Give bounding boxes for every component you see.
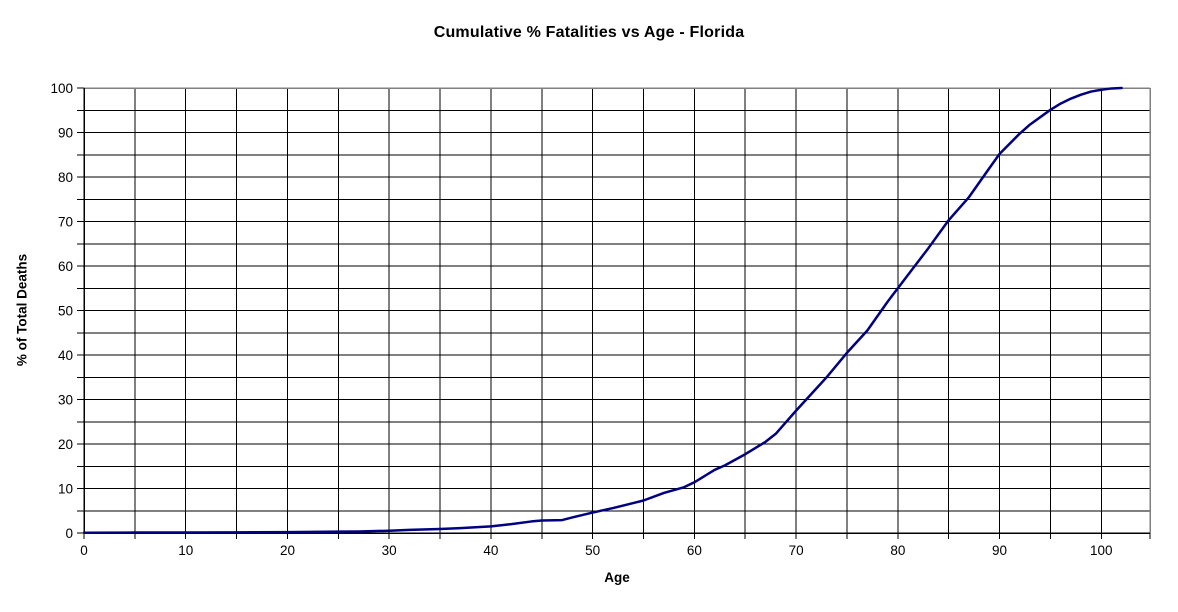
y-tick-label: 50 [58, 304, 73, 319]
x-tick-label: 100 [1090, 543, 1113, 558]
x-tick-label: 90 [992, 543, 1007, 558]
y-tick-label: 0 [65, 526, 73, 541]
x-tick-label: 10 [178, 543, 193, 558]
y-tick-label: 30 [58, 393, 73, 408]
x-tick-label: 40 [483, 543, 498, 558]
x-tick-label: 70 [789, 543, 804, 558]
y-tick-label: 60 [58, 259, 73, 274]
y-tick-label: 70 [58, 215, 73, 230]
x-tick-label: 20 [280, 543, 295, 558]
x-axis-title: Age [604, 570, 630, 585]
data-series-line [82, 86, 1123, 535]
x-tick-label: 60 [687, 543, 702, 558]
chart-title: Cumulative % Fatalities vs Age - Florida [433, 24, 745, 41]
y-tick-label: 40 [58, 348, 73, 363]
y-tick-label: 80 [58, 170, 73, 185]
y-tick-label: 100 [50, 81, 73, 96]
y-tick-label: 90 [58, 126, 73, 141]
y-tick-label: 20 [58, 437, 73, 452]
x-tick-label: 80 [890, 543, 905, 558]
x-tick-label: 50 [585, 543, 600, 558]
x-tick-label: 30 [382, 543, 397, 558]
y-tick-label: 10 [58, 482, 73, 497]
x-tick-label: 0 [80, 543, 88, 558]
